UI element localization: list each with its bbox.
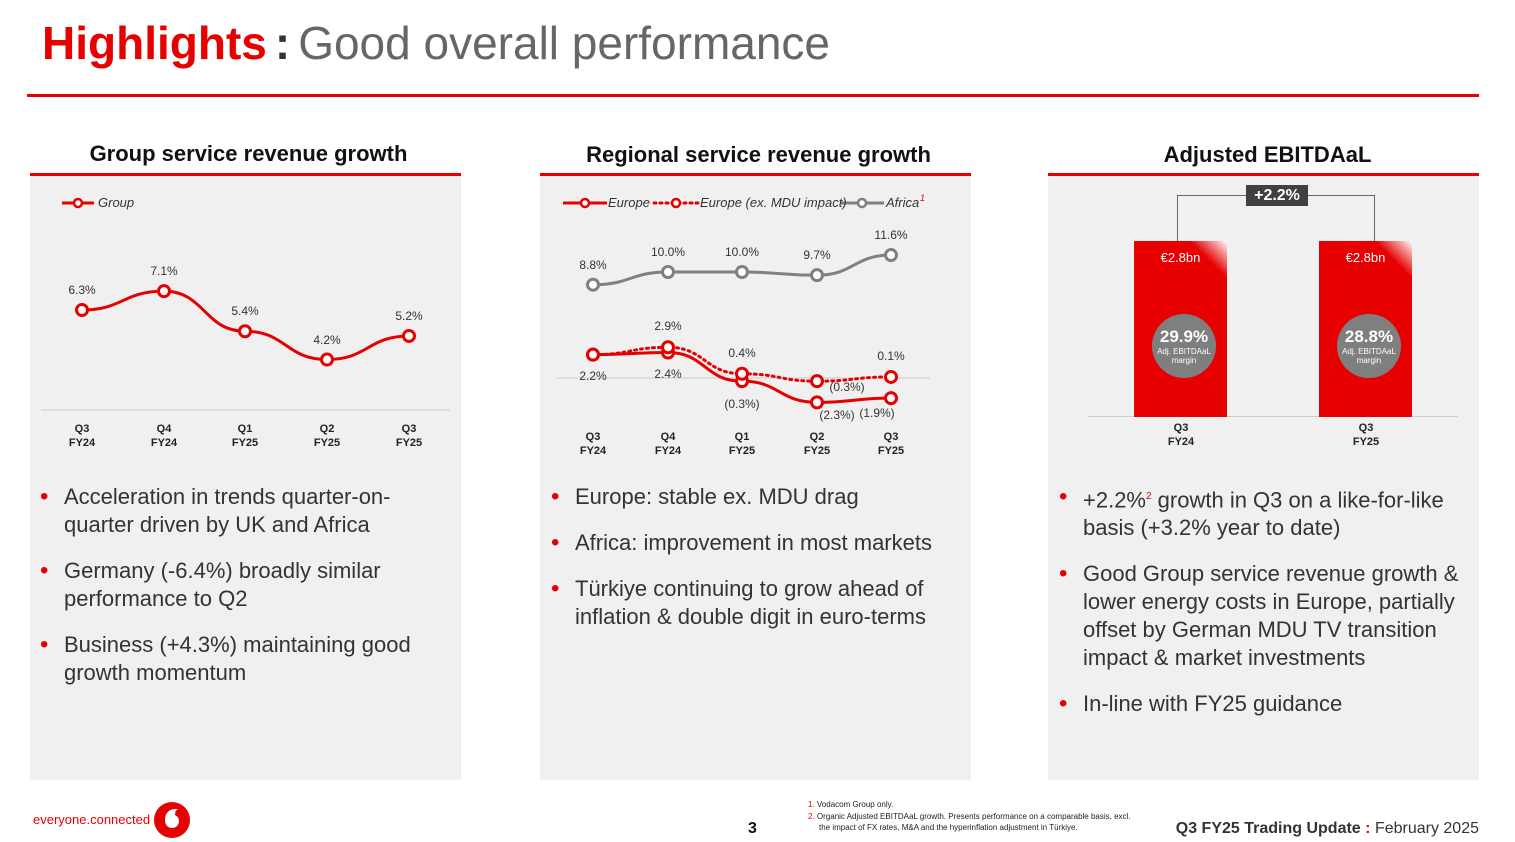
data-point (661, 340, 675, 355)
data-point (810, 268, 824, 283)
bullet: Africa: improvement in most markets (551, 529, 961, 557)
x-tick-label: Q2 FY25 (803, 431, 831, 457)
brand-tagline: everyone.connected (33, 812, 151, 827)
data-label: 5.2% (395, 308, 423, 323)
panel-title: Regional service revenue growth (586, 142, 931, 167)
data-label: 2.9% (654, 319, 682, 334)
margin-circle: 28.8% Adj. EBITDAaL margin (1337, 314, 1401, 378)
x-tick-label: Q3 FY25 (1352, 422, 1380, 448)
vodafone-logo-icon (154, 802, 190, 838)
data-point (157, 284, 171, 299)
x-tick-label: Q3 FY25 (395, 423, 423, 449)
data-point (735, 366, 749, 381)
data-point (810, 395, 824, 410)
data-point (320, 352, 334, 367)
data-point (586, 347, 600, 362)
x-tick-label: Q1 FY25 (728, 431, 756, 457)
data-point (75, 303, 89, 317)
divider (540, 173, 971, 176)
bullet-list: +2.2%2 growth in Q3 on a like-for-like b… (1059, 483, 1474, 736)
x-tick-label: Q4 FY24 (654, 431, 682, 457)
data-label: 2.4% (654, 366, 682, 381)
panel-regional (540, 175, 971, 780)
bullet: Good Group service revenue growth & lowe… (1059, 560, 1474, 672)
data-label: (1.9%) (859, 406, 895, 421)
data-point (238, 324, 252, 339)
data-label: (0.3%) (724, 397, 760, 412)
bar-value-label: €2.8bn (1345, 250, 1386, 265)
x-tick-label: Q1 FY25 (231, 423, 259, 449)
divider (27, 94, 1479, 97)
bullet: Europe: stable ex. MDU drag (551, 483, 961, 511)
page-title: Highlights: Good overall performance (42, 17, 831, 69)
data-label: 11.6% (874, 228, 908, 243)
x-tick-label: Q3 FY24 (579, 431, 607, 457)
data-label: 10.0% (724, 245, 760, 259)
data-point (402, 328, 416, 343)
x-tick-label: Q3 FY24 (68, 423, 96, 449)
data-label: 5.4% (231, 304, 259, 319)
divider (1048, 173, 1479, 176)
data-point (810, 374, 824, 389)
data-point (884, 391, 898, 406)
legend-marker (856, 197, 868, 209)
bullet-list: Europe: stable ex. MDU drag Africa: impr… (551, 483, 961, 649)
baseline (1088, 416, 1458, 417)
bar-value-label: €2.8bn (1160, 250, 1201, 265)
panel-title: Adjusted EBITDAaL (1163, 142, 1372, 167)
bullet: Business (+4.3%) maintaining good growth… (40, 631, 440, 687)
divider (30, 173, 461, 176)
x-tick-label: Q3 FY25 (877, 431, 905, 457)
legend-label: Europe (608, 195, 650, 210)
data-label: 0.4% (728, 345, 756, 360)
data-label: 2.2% (579, 368, 607, 383)
legend-label: Africa (886, 195, 920, 210)
panel-title: Group service revenue growth (89, 141, 408, 166)
data-label: 9.7% (803, 248, 831, 263)
legend-marker (670, 197, 682, 209)
data-label: 10.0% (650, 245, 686, 259)
data-label: 6.3% (68, 283, 96, 297)
bullet: Acceleration in trends quarter-on-quarte… (40, 483, 440, 539)
x-tick-label: Q2 FY25 (313, 423, 341, 449)
bullet: In-line with FY25 guidance (1059, 690, 1474, 718)
data-label: 4.2% (313, 332, 341, 347)
legend-label: Group (98, 195, 135, 210)
legend-marker (579, 197, 591, 209)
footer-event: Q3 FY25 Trading Update : February 2025 (1175, 820, 1479, 837)
data-label: 8.8% (579, 257, 607, 272)
bullet-list: Acceleration in trends quarter-on-quarte… (40, 483, 440, 705)
x-tick-label: Q4 FY24 (150, 423, 178, 449)
footnote-marker: 1 (920, 193, 926, 203)
data-point (735, 265, 749, 279)
page-number: 3 (748, 820, 757, 837)
data-label: 7.1% (150, 264, 178, 279)
data-label: (0.3%) (829, 380, 865, 395)
data-point (884, 369, 898, 384)
growth-badge: +2.2% (1246, 185, 1308, 206)
bullet: +2.2%2 growth in Q3 on a like-for-like b… (1059, 483, 1474, 542)
margin-circle: 29.9% Adj. EBITDAaL margin (1152, 314, 1216, 378)
data-label: (2.3%) (819, 408, 855, 423)
data-point (884, 248, 898, 263)
data-point (661, 265, 675, 279)
x-tick-label: Q3 FY24 (1167, 422, 1195, 448)
legend-label: Europe (ex. MDU impact) (700, 195, 847, 210)
footnotes: 1. Vodacom Group only. 2. Organic Adjust… (808, 800, 1131, 832)
data-point (586, 277, 600, 292)
bullet: Türkiye continuing to grow ahead of infl… (551, 575, 961, 631)
legend-marker (72, 197, 84, 209)
bullet: Germany (-6.4%) broadly similar performa… (40, 557, 440, 613)
data-label: 0.1% (877, 348, 905, 363)
